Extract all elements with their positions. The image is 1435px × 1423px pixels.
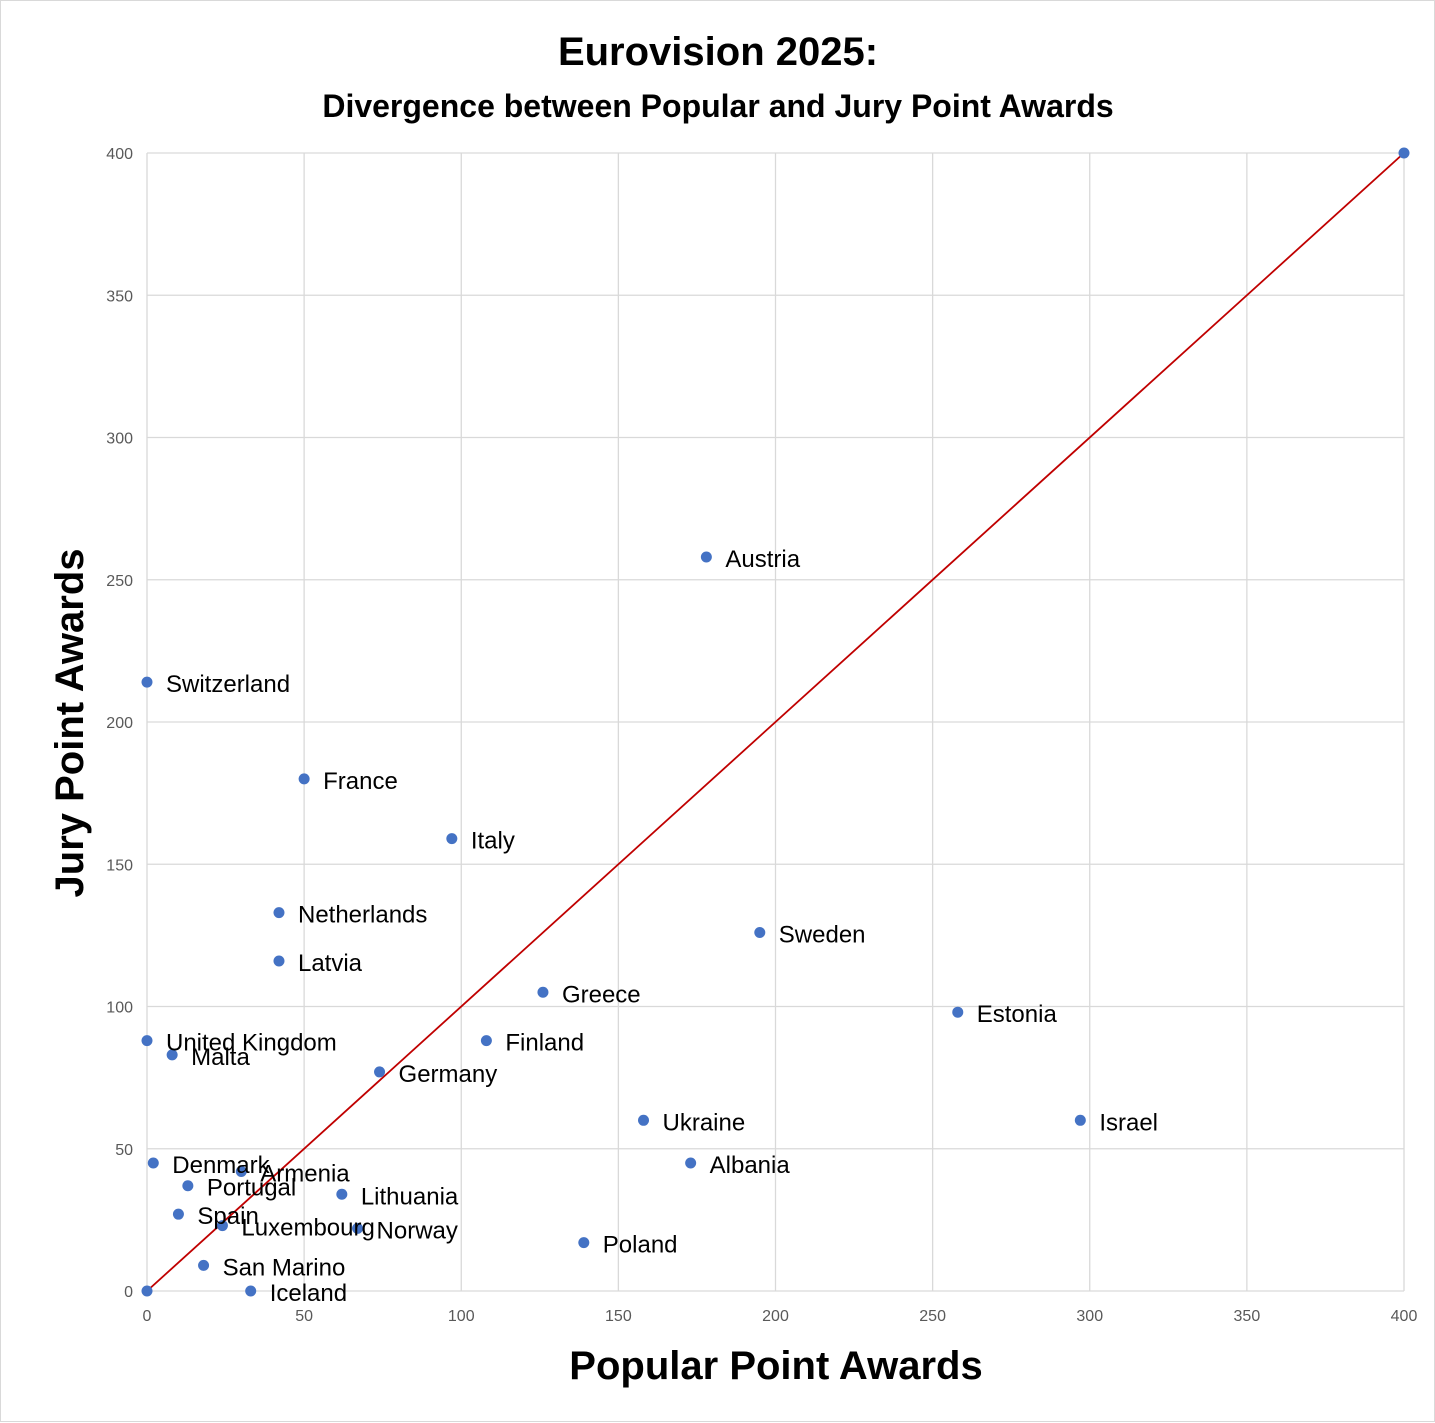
- y-tick-label: 50: [115, 1142, 133, 1159]
- data-point: [216, 1220, 228, 1232]
- data-point: [235, 1166, 247, 1178]
- y-tick-label: 300: [106, 431, 133, 448]
- data-point: [638, 1114, 650, 1126]
- data-point: [537, 986, 549, 998]
- x-tick-label: 250: [919, 1308, 946, 1325]
- point-label: Latvia: [298, 950, 363, 977]
- y-tick-label: 400: [106, 146, 133, 163]
- point-label: Israel: [1099, 1109, 1158, 1136]
- point-label: Lithuania: [361, 1183, 459, 1210]
- data-point: [198, 1259, 210, 1271]
- data-point: [1074, 1114, 1086, 1126]
- point-label: San Marino: [223, 1254, 346, 1281]
- point-label: Poland: [603, 1232, 678, 1259]
- data-point: [141, 1285, 153, 1297]
- x-tick-label: 400: [1391, 1308, 1418, 1325]
- data-point: [141, 676, 153, 688]
- y-tick-label: 100: [106, 1000, 133, 1017]
- data-point: [147, 1157, 159, 1169]
- x-tick-label: 50: [295, 1308, 313, 1325]
- x-tick-label: 150: [605, 1308, 632, 1325]
- point-labels: Austria Switzerland France Italy Netherlands…: [166, 546, 1158, 1307]
- point-label: Malta: [191, 1044, 250, 1071]
- data-point: [273, 907, 285, 919]
- point-label: United Kingdom: [166, 1030, 337, 1057]
- data-point: [172, 1208, 184, 1220]
- point-label: Netherlands: [298, 902, 427, 929]
- point-label: Austria: [725, 546, 800, 573]
- point-label: Iceland: [270, 1280, 347, 1307]
- reference-line-group: [146, 152, 1405, 1292]
- point-label: Greece: [562, 981, 641, 1008]
- point-label: Portugal: [207, 1175, 296, 1202]
- data-point: [273, 955, 285, 967]
- y-tick-label: 0: [124, 1284, 133, 1301]
- data-point: [336, 1188, 348, 1200]
- y-tick-label: 350: [106, 288, 133, 305]
- data-point: [1398, 147, 1410, 159]
- data-point: [578, 1237, 590, 1249]
- data-points: [141, 147, 1410, 1297]
- point-label: Ukraine: [663, 1109, 746, 1136]
- data-point: [374, 1066, 386, 1078]
- data-point: [480, 1035, 492, 1047]
- point-label: Armenia: [260, 1161, 350, 1188]
- x-tick-label: 200: [762, 1308, 789, 1325]
- point-label: France: [323, 768, 398, 795]
- x-tick-label: 300: [1076, 1308, 1103, 1325]
- data-point: [754, 927, 766, 939]
- data-point: [141, 1035, 153, 1047]
- y-tick-label: 250: [106, 573, 133, 590]
- tick-labels: 0 50 100 150 200 250 300 350 400 0 50 100 150 200 250 3…: [106, 146, 1417, 1325]
- x-tick-label: 350: [1234, 1308, 1261, 1325]
- data-point: [700, 551, 712, 563]
- x-axis-title: Popular Point Awards: [569, 1344, 982, 1388]
- point-label: Sweden: [779, 922, 866, 949]
- data-point: [298, 773, 310, 785]
- point-label: Germany: [399, 1061, 498, 1088]
- data-point: [245, 1285, 257, 1297]
- data-point: [166, 1049, 178, 1061]
- point-label: Luxembourg: [241, 1215, 374, 1242]
- point-label: Spain: [197, 1203, 258, 1230]
- x-tick-label: 100: [448, 1308, 475, 1325]
- point-label: Italy: [471, 828, 515, 855]
- data-point: [952, 1006, 964, 1018]
- data-point: [685, 1157, 697, 1169]
- point-label: Norway: [377, 1217, 458, 1244]
- point-label: Denmark: [172, 1152, 270, 1179]
- point-label: Switzerland: [166, 671, 290, 698]
- x-tick-label: 0: [143, 1308, 152, 1325]
- y-tick-label: 200: [106, 715, 133, 732]
- y-tick-label: 150: [106, 857, 133, 874]
- data-point: [182, 1180, 194, 1192]
- point-label: Estonia: [977, 1001, 1058, 1028]
- data-point: [446, 833, 458, 845]
- y-axis-title: Jury Point Awards: [48, 549, 92, 898]
- point-label: Albania: [710, 1152, 791, 1179]
- chart-subtitle: Divergence between Popular and Jury Poin…: [322, 88, 1113, 124]
- point-label: Finland: [505, 1030, 584, 1057]
- chart-title: Eurovision 2025:: [558, 30, 878, 74]
- data-point: [352, 1222, 364, 1234]
- reference-line: [146, 152, 1405, 1292]
